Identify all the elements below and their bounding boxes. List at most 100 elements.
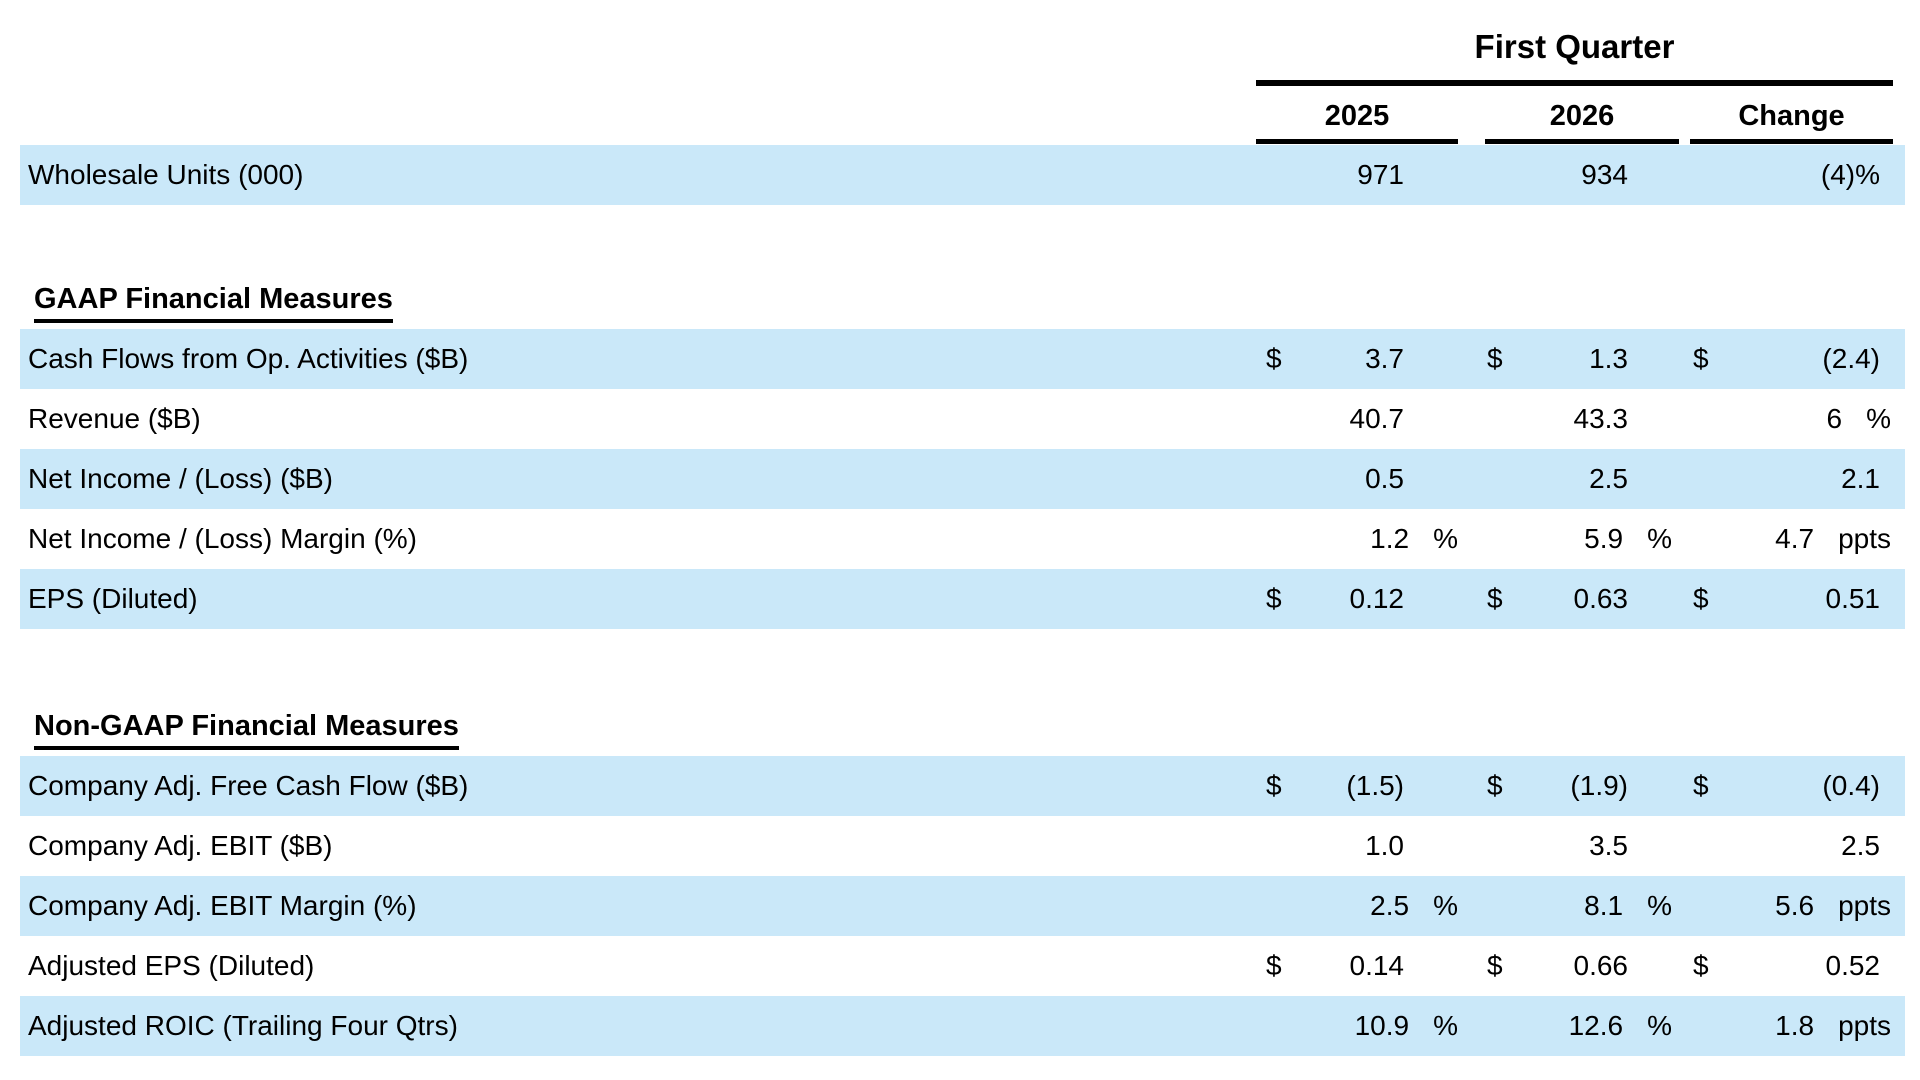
dollar-sign-2026: $ [1487, 950, 1503, 981]
value-group-2026: (1.9) [1525, 770, 1679, 802]
column-header-2025: 2025 [1324, 100, 1390, 132]
row-label: Company Adj. Free Cash Flow ($B) [28, 770, 469, 801]
value-change: (0.4) [1822, 770, 1880, 801]
column-header-2026: 2026 [1549, 100, 1615, 132]
section-heading: GAAP Financial Measures [34, 283, 393, 323]
row-label: Wholesale Units (000) [28, 159, 304, 190]
value-group-2026: 3.5 [1525, 830, 1679, 862]
column-underline-2025 [1256, 139, 1458, 144]
value-group-change: (4)% [1739, 159, 1891, 191]
value-group-change: 2.5 [1739, 830, 1891, 862]
suffix-2026: % [1647, 1010, 1672, 1041]
suffix-2025: % [1433, 1010, 1458, 1041]
value-group-2026: 43.3 [1525, 403, 1679, 435]
value-change: 5.6 [1775, 890, 1815, 921]
value-group-2025: 971 [1296, 159, 1458, 191]
value-change: (2.4) [1822, 343, 1880, 374]
value-group-2026: 8.1 % [1525, 890, 1679, 922]
row-label: Revenue ($B) [28, 403, 201, 434]
row-label: Company Adj. EBIT Margin (%) [28, 890, 417, 921]
row-label: Net Income / (Loss) ($B) [28, 463, 333, 494]
table-row: Company Adj. EBIT ($B) 1.0 3.5 2.5 [20, 816, 1905, 876]
column-header-change: Change [1738, 100, 1845, 132]
column-underline-2026 [1485, 139, 1679, 144]
table-row: Company Adj. EBIT Margin (%) 2.5 % 8.1 %… [20, 876, 1905, 936]
value-group-2026: 2.5 [1525, 463, 1679, 495]
value-group-2026: 934 [1525, 159, 1679, 191]
dollar-sign-2026: $ [1487, 583, 1503, 614]
value-group-change: 5.6 ppts [1739, 890, 1891, 922]
value-group-2025: 40.7 [1296, 403, 1458, 435]
dollar-sign-2025: $ [1266, 583, 1282, 614]
dollar-sign-change: $ [1693, 950, 1709, 981]
value-group-change: (2.4) [1739, 343, 1891, 375]
value-2026: 3.5 [1589, 830, 1628, 861]
suffix-2025: % [1433, 523, 1458, 554]
value-2025: 3.7 [1365, 343, 1404, 374]
financial-table: Wholesale Units (000) 971 934 (4)% GAAP … [20, 145, 1905, 1056]
table-row: Net Income / (Loss) Margin (%) 1.2 % 5.9… [20, 509, 1905, 569]
value-2026: 8.1 [1584, 890, 1624, 921]
dollar-sign-2025: $ [1266, 343, 1282, 374]
value-2026: 0.63 [1573, 583, 1629, 614]
suffix-2025: % [1433, 890, 1458, 921]
value-group-2025: 1.2 % [1296, 523, 1458, 555]
row-label: Adjusted EPS (Diluted) [28, 950, 315, 981]
value-change: 4.7 [1775, 523, 1815, 554]
value-2025: 40.7 [1349, 403, 1405, 434]
dollar-sign-change: $ [1693, 583, 1709, 614]
suffix-2026: % [1647, 523, 1672, 554]
value-2026: 2.5 [1589, 463, 1628, 494]
value-group-2026: 12.6 % [1525, 1010, 1679, 1042]
value-group-2025: (1.5) [1296, 770, 1458, 802]
row-label: Cash Flows from Op. Activities ($B) [28, 343, 469, 374]
value-group-2026: 0.63 [1525, 583, 1679, 615]
section-gap: GAAP Financial Measures [20, 205, 1905, 329]
value-change: 0.52 [1825, 950, 1881, 981]
table-row: Adjusted ROIC (Trailing Four Qtrs) 10.9 … [20, 996, 1905, 1056]
value-change: 1.8 [1775, 1010, 1815, 1041]
value-2025: 2.5 [1370, 890, 1410, 921]
value-2025: 971 [1357, 159, 1404, 190]
row-label: EPS (Diluted) [28, 583, 198, 614]
value-change: 2.5 [1841, 830, 1880, 861]
table-row: EPS (Diluted) $ 0.12 $ 0.63 $ 0.51 [20, 569, 1905, 629]
value-group-2026: 5.9 % [1525, 523, 1679, 555]
value-change: 6 [1826, 403, 1843, 434]
dollar-sign-2026: $ [1487, 770, 1503, 801]
value-change: (4)% [1820, 159, 1880, 190]
value-group-change: 2.1 [1739, 463, 1891, 495]
value-2026: (1.9) [1570, 770, 1628, 801]
value-group-change: 0.52 [1739, 950, 1891, 982]
column-underline-change [1690, 139, 1893, 144]
table-row: Adjusted EPS (Diluted) $ 0.14 $ 0.66 $ 0… [20, 936, 1905, 996]
table-header: First Quarter 2025 2026 Change [0, 0, 1920, 145]
row-label: Company Adj. EBIT ($B) [28, 830, 333, 861]
value-group-change: (0.4) [1739, 770, 1891, 802]
value-group-2025: 10.9 % [1296, 1010, 1458, 1042]
value-group-2026: 1.3 [1525, 343, 1679, 375]
dollar-sign-change: $ [1693, 770, 1709, 801]
value-change: 0.51 [1825, 583, 1881, 614]
dollar-sign-2025: $ [1266, 770, 1282, 801]
value-group-2026: 0.66 [1525, 950, 1679, 982]
row-label: Net Income / (Loss) Margin (%) [28, 523, 417, 554]
period-title-rule [1256, 80, 1893, 86]
section-gap: Non-GAAP Financial Measures [20, 629, 1905, 756]
row-label: Adjusted ROIC (Trailing Four Qtrs) [28, 1010, 458, 1041]
value-group-2025: 0.14 [1296, 950, 1458, 982]
value-group-2025: 0.12 [1296, 583, 1458, 615]
period-title: First Quarter [1474, 28, 1675, 65]
dollar-sign-change: $ [1693, 343, 1709, 374]
table-row: Revenue ($B) 40.7 43.3 6 % [20, 389, 1905, 449]
value-group-2025: 3.7 [1296, 343, 1458, 375]
value-group-2025: 1.0 [1296, 830, 1458, 862]
table-row: Wholesale Units (000) 971 934 (4)% [20, 145, 1905, 205]
suffix-2026: % [1647, 890, 1672, 921]
value-2026: 43.3 [1573, 403, 1629, 434]
value-2025: 10.9 [1354, 1010, 1410, 1041]
dollar-sign-2025: $ [1266, 950, 1282, 981]
table-row: Net Income / (Loss) ($B) 0.5 2.5 2.1 [20, 449, 1905, 509]
value-2026: 0.66 [1573, 950, 1629, 981]
